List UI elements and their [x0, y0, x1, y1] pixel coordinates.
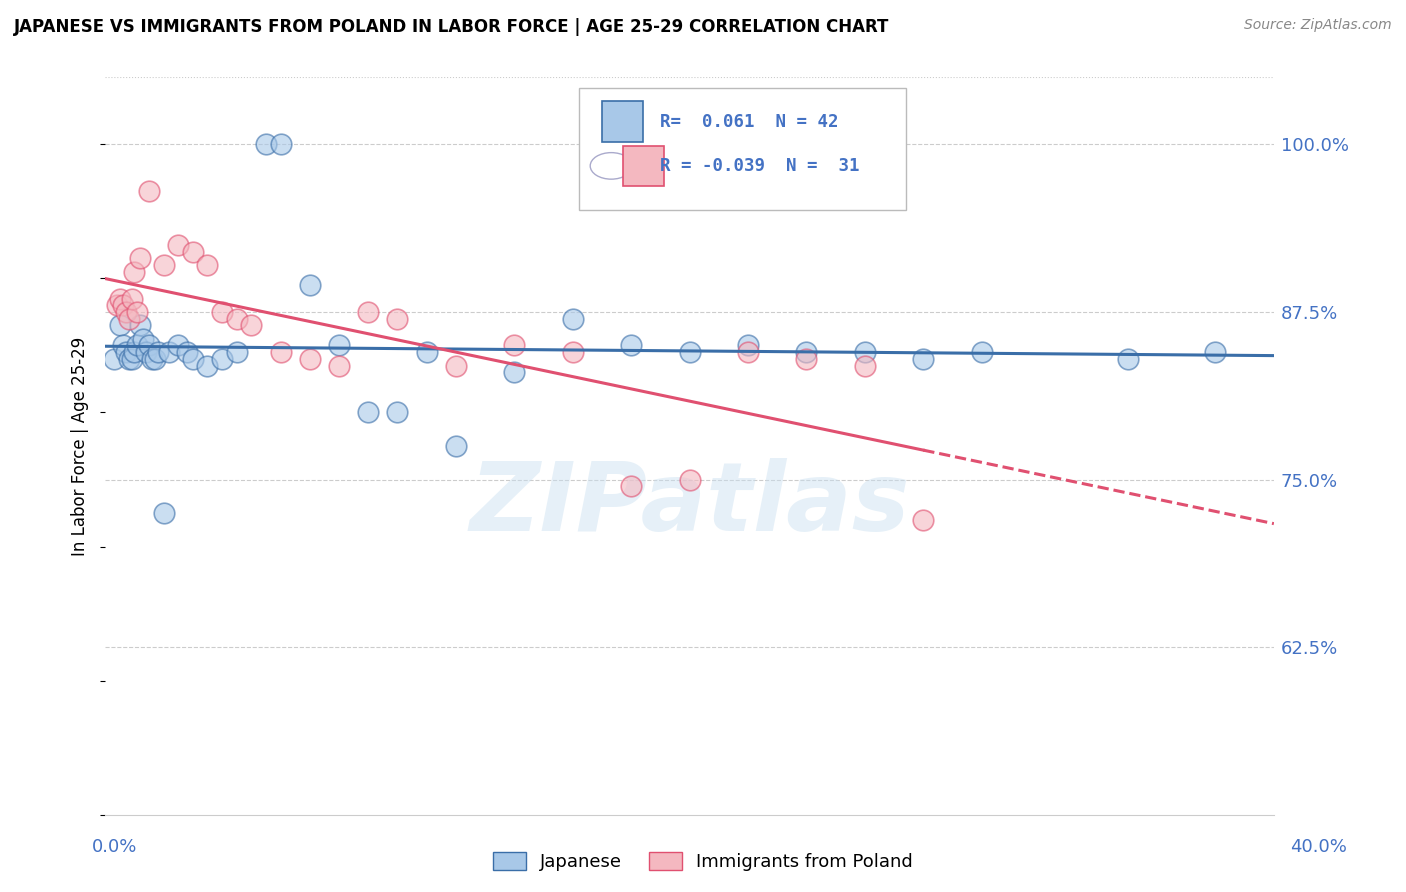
Point — [270, 137, 292, 152]
Point — [503, 365, 526, 379]
Point — [167, 338, 190, 352]
Point — [912, 351, 935, 366]
Point — [357, 305, 380, 319]
Point — [737, 338, 759, 352]
Point — [1116, 351, 1139, 366]
Point — [103, 351, 125, 366]
Point — [620, 479, 643, 493]
Point — [114, 305, 136, 319]
Point — [176, 345, 198, 359]
Legend: Japanese, Immigrants from Poland: Japanese, Immigrants from Poland — [486, 845, 920, 879]
Point — [141, 351, 163, 366]
Point — [181, 351, 204, 366]
Point — [225, 311, 247, 326]
Point — [143, 351, 166, 366]
Point — [114, 345, 136, 359]
Point — [298, 278, 321, 293]
Text: ZIPatlas: ZIPatlas — [470, 458, 910, 551]
Point — [135, 345, 157, 359]
Point — [853, 359, 876, 373]
Point — [159, 345, 181, 359]
Point — [387, 405, 409, 419]
Point — [357, 405, 380, 419]
FancyBboxPatch shape — [578, 88, 905, 211]
Point — [853, 345, 876, 359]
Point — [146, 345, 169, 359]
Text: Source: ZipAtlas.com: Source: ZipAtlas.com — [1244, 18, 1392, 32]
Point — [796, 351, 818, 366]
Point — [211, 305, 233, 319]
Point — [796, 345, 818, 359]
Text: 0.0%: 0.0% — [91, 838, 136, 856]
Point — [127, 305, 149, 319]
Point — [117, 311, 139, 326]
Circle shape — [591, 153, 633, 179]
Point — [124, 345, 146, 359]
Point — [138, 185, 160, 199]
Point — [197, 258, 219, 272]
Point — [121, 292, 143, 306]
Point — [678, 473, 700, 487]
Y-axis label: In Labor Force | Age 25-29: In Labor Force | Age 25-29 — [72, 336, 89, 556]
Point — [737, 345, 759, 359]
Point — [270, 345, 292, 359]
Point — [298, 351, 321, 366]
Point — [129, 318, 152, 333]
Point — [970, 345, 993, 359]
Bar — [623, 145, 664, 186]
Point — [108, 292, 131, 306]
Point — [678, 345, 700, 359]
Point — [561, 345, 583, 359]
Point — [387, 311, 409, 326]
Point — [105, 298, 128, 312]
Point — [138, 338, 160, 352]
Point — [111, 298, 134, 312]
Point — [1204, 345, 1226, 359]
Point — [444, 439, 467, 453]
Point — [117, 351, 139, 366]
Text: R = -0.039  N =  31: R = -0.039 N = 31 — [661, 157, 860, 175]
Point — [328, 359, 350, 373]
Point — [503, 338, 526, 352]
Point — [620, 338, 643, 352]
Point — [167, 238, 190, 252]
Point — [111, 338, 134, 352]
Point — [108, 318, 131, 333]
Point — [197, 359, 219, 373]
Point — [127, 338, 149, 352]
Text: R=  0.061  N = 42: R= 0.061 N = 42 — [661, 112, 839, 130]
Point — [152, 258, 174, 272]
Point — [181, 244, 204, 259]
Point — [240, 318, 263, 333]
Point — [152, 506, 174, 520]
Point — [124, 265, 146, 279]
Point — [211, 351, 233, 366]
Point — [254, 137, 277, 152]
Point — [415, 345, 437, 359]
Point — [912, 513, 935, 527]
Point — [121, 351, 143, 366]
Text: JAPANESE VS IMMIGRANTS FROM POLAND IN LABOR FORCE | AGE 25-29 CORRELATION CHART: JAPANESE VS IMMIGRANTS FROM POLAND IN LA… — [14, 18, 890, 36]
Point — [132, 332, 155, 346]
Point — [129, 252, 152, 266]
Point — [225, 345, 247, 359]
Bar — [602, 102, 643, 142]
Point — [444, 359, 467, 373]
Point — [328, 338, 350, 352]
Point — [561, 311, 583, 326]
Text: 40.0%: 40.0% — [1291, 838, 1347, 856]
